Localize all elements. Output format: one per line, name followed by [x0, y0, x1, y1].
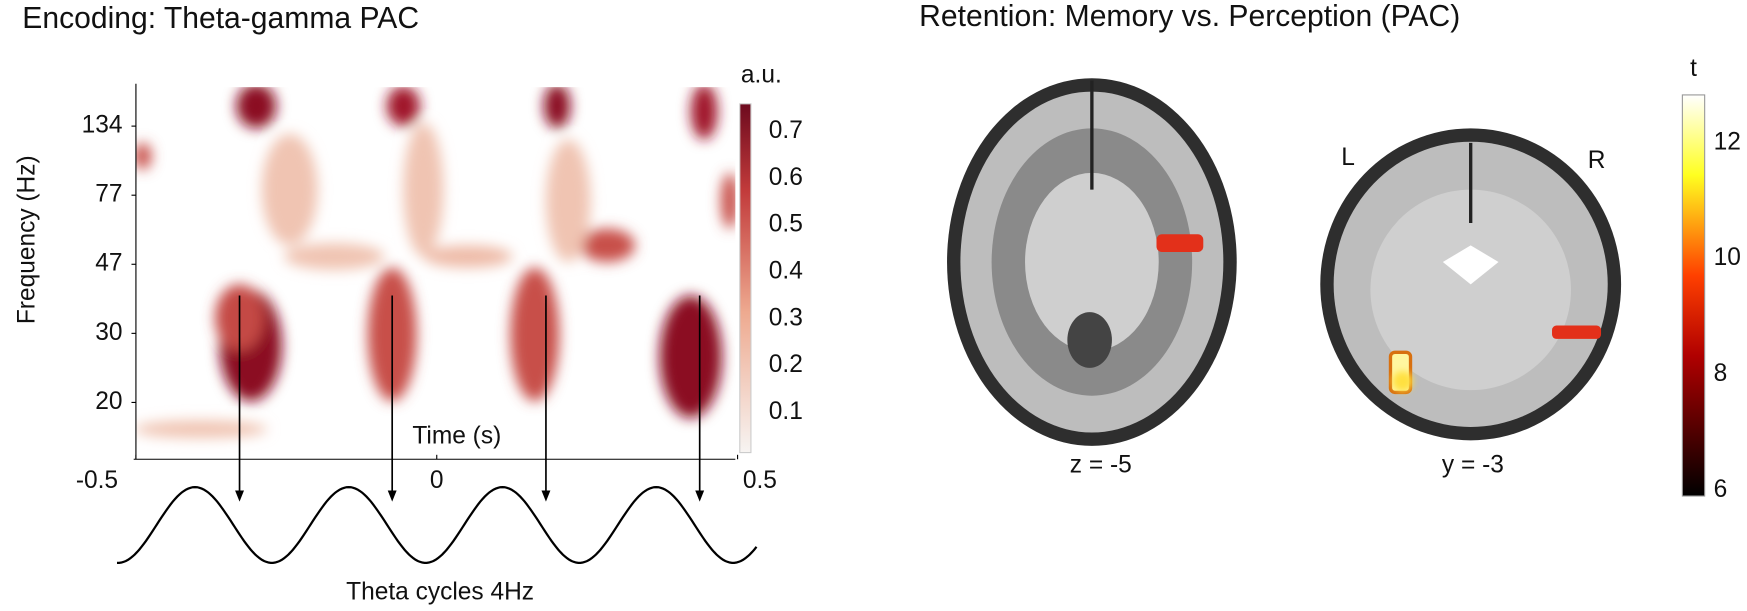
arrow-head [541, 490, 551, 502]
colorbar [1681, 94, 1706, 497]
colorbar-tick-label: 0.4 [769, 258, 803, 285]
axial-brain [947, 78, 1237, 446]
x-tick-label: 0 [430, 467, 444, 494]
y-axis-label: Frequency (Hz) [13, 155, 40, 324]
y-tick-label: 30 [95, 319, 122, 346]
colorbar-tick-label: 8 [1714, 360, 1728, 387]
colorbar-tick-label: 0.6 [769, 164, 803, 191]
arrow-head [387, 490, 397, 502]
x-axis-label: Time (s) [412, 422, 501, 449]
coronal-brain [1320, 128, 1622, 441]
colorbar-tick-label: 0.7 [769, 117, 803, 144]
colorbar-tick-label: 6 [1714, 476, 1728, 503]
y-tick-label: 20 [95, 388, 122, 415]
arrow-head [695, 490, 705, 502]
colorbar [739, 103, 752, 454]
arrow-head [235, 490, 245, 502]
colorbar-tick-label: 0.3 [769, 304, 803, 331]
hemisphere-label: L [1341, 144, 1355, 171]
theta-label: Theta cycles 4Hz [346, 578, 534, 605]
x-tick-label: 0.5 [743, 467, 777, 494]
colorbar-tick-label: 12 [1714, 128, 1741, 155]
colorbar-tick-label: 0.1 [769, 398, 803, 425]
panel-title: Encoding: Theta-gamma PAC [22, 2, 419, 35]
colorbar-label: a.u. [741, 61, 782, 88]
colorbar-label: t [1690, 55, 1697, 82]
colorbar-tick-label: 0.5 [769, 211, 803, 238]
slice-label: z = -5 [1070, 451, 1132, 478]
theta-wave [116, 485, 758, 564]
y-tick-label: 134 [82, 112, 123, 139]
slice-label: y = -3 [1442, 451, 1504, 478]
heatmap [135, 87, 736, 439]
panel-title: Retention: Memory vs. Perception (PAC) [919, 0, 1460, 33]
colorbar-tick-label: 10 [1714, 244, 1741, 271]
colorbar-tick-label: 0.2 [769, 351, 803, 378]
y-tick-label: 47 [95, 250, 122, 277]
x-tick-label: -0.5 [76, 467, 118, 494]
hemisphere-label: R [1588, 147, 1606, 174]
y-tick-label: 77 [95, 181, 122, 208]
